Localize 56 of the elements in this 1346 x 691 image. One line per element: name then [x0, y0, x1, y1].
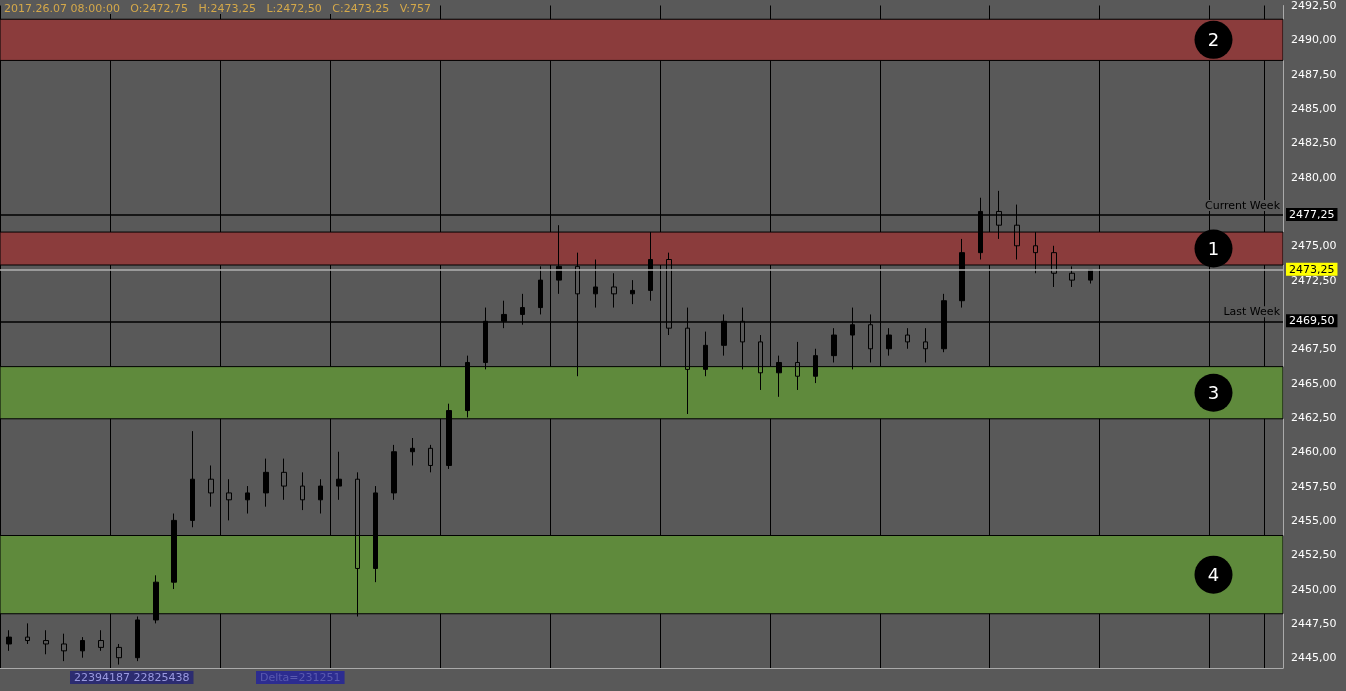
candlestick: [630, 279, 635, 305]
candlestick: [391, 444, 397, 501]
candlestick: [43, 629, 49, 655]
ref-line-label: Current Week: [1205, 198, 1281, 212]
y-tick-label: 2455,00: [1291, 513, 1337, 527]
y-tick-label: 2480,00: [1291, 170, 1337, 184]
y-tick-label: 2462,50: [1291, 410, 1337, 424]
y-tick-label: 2467,50: [1291, 342, 1337, 356]
y-tick-label: 2485,00: [1291, 101, 1337, 115]
candlestick: [208, 464, 214, 508]
candlestick: [831, 327, 837, 363]
candlestick: [80, 636, 85, 659]
y-tick-label: 2457,50: [1291, 479, 1337, 493]
text: 2469,50: [1289, 314, 1335, 328]
candlestick: [245, 485, 250, 515]
y-tick-label: 2475,00: [1291, 239, 1337, 253]
candlestick: [6, 629, 12, 652]
text: 2477,25: [1289, 207, 1335, 221]
y-tick-label: 2472,50: [1291, 273, 1337, 287]
y-tick-label: 2447,50: [1291, 616, 1337, 630]
ref-line-label: Last Week: [1223, 305, 1281, 319]
y-tick-label: 2450,00: [1291, 582, 1337, 596]
candlestick: [25, 622, 30, 645]
band-label: 3: [1207, 382, 1220, 404]
candlestick: [263, 458, 269, 508]
text: 22394187 22825438: [74, 671, 190, 684]
candlestick: [98, 629, 104, 652]
annotation: 2017.26.07 08:00:00 O:2472,75 H:2473,25 L:2472,50 C:2473,25 V:757: [4, 2, 431, 15]
y-tick-label: 2487,50: [1291, 67, 1337, 81]
band-label: 1: [1207, 238, 1220, 260]
y-tick-label: 2452,50: [1291, 548, 1337, 562]
candlestick: [318, 478, 323, 515]
candlestick: [61, 633, 67, 662]
y-tick-label: 2465,00: [1291, 376, 1337, 390]
y-tick-label: 2482,50: [1291, 136, 1337, 150]
candlestick: [886, 327, 892, 357]
candlestick: [116, 643, 122, 666]
candlestick: [923, 327, 928, 363]
band-label: 4: [1207, 564, 1220, 586]
band-label: 2: [1207, 29, 1220, 51]
candlestick: [135, 616, 140, 662]
candlestick: [1088, 269, 1093, 285]
candlestick: [336, 451, 342, 501]
candlestick: [226, 478, 232, 521]
candlestick: [905, 327, 910, 350]
y-tick-label: 2460,00: [1291, 445, 1337, 459]
text: 2473,25: [1289, 262, 1335, 276]
candlestick: [611, 272, 617, 309]
candlestick: [190, 430, 195, 528]
candlestick: [410, 437, 415, 466]
y-tick-label: 2490,00: [1291, 33, 1337, 47]
candlestick: [281, 458, 287, 501]
y-tick-label: 2492,50: [1291, 0, 1337, 12]
candlestick: [300, 471, 305, 511]
y-tick-label: 2445,00: [1291, 651, 1337, 665]
candlestick: [428, 444, 433, 473]
